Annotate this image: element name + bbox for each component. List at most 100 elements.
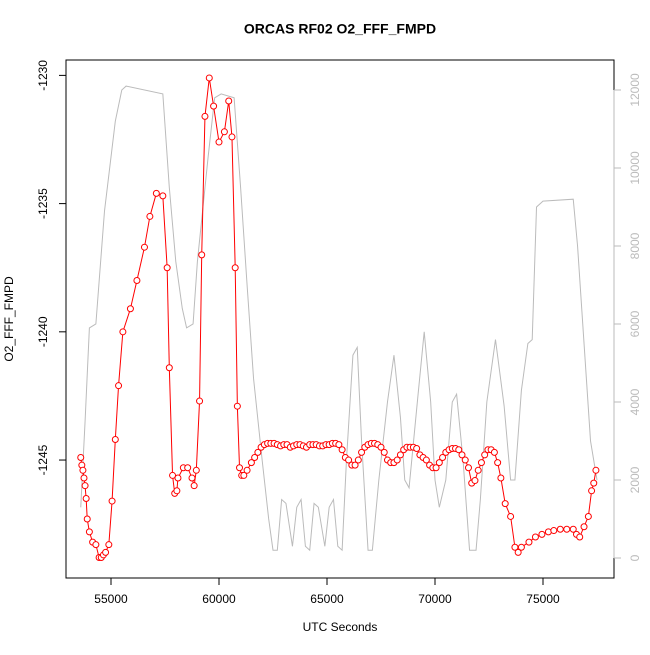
data-point (413, 445, 421, 452)
data-point (192, 466, 200, 474)
data-point (556, 525, 564, 533)
y2-tick-label: 4000 (628, 388, 642, 415)
data-point (422, 456, 430, 464)
data-point (254, 448, 262, 456)
data-point (111, 436, 119, 444)
data-point (531, 533, 539, 541)
y2-tick-label: 8000 (628, 232, 642, 259)
x-tick-label: 75000 (526, 592, 560, 606)
data-point (80, 474, 88, 482)
y-tick-label: -1230 (36, 60, 50, 91)
data-point (514, 548, 522, 556)
data-point (228, 133, 236, 141)
data-point (225, 97, 233, 105)
data-point (77, 453, 85, 461)
data-point (215, 138, 223, 146)
data-point (236, 464, 244, 472)
data-point (393, 456, 401, 464)
data-point (105, 541, 113, 549)
data-point (159, 192, 167, 200)
data-point (251, 453, 259, 461)
data-point (163, 264, 171, 272)
data-point (580, 523, 588, 531)
data-point (184, 464, 192, 472)
data-point (490, 448, 498, 456)
data-point (461, 456, 469, 464)
data-point (507, 512, 515, 520)
data-point (152, 189, 160, 197)
data-point (79, 466, 87, 474)
data-point (455, 446, 463, 454)
y-tick-label: -1235 (36, 188, 50, 219)
data-point (497, 474, 505, 482)
data-point (584, 512, 592, 520)
data-point (102, 548, 110, 556)
data-point (435, 459, 443, 467)
data-point (354, 456, 362, 464)
data-point (205, 74, 213, 82)
data-point (108, 497, 116, 505)
data-point (243, 466, 251, 474)
data-point (247, 459, 255, 467)
data-point (525, 538, 533, 546)
data-point (592, 466, 600, 474)
data-point (432, 464, 440, 472)
data-point (174, 474, 182, 482)
data-point (140, 243, 148, 251)
x-tick-label: 60000 (202, 592, 236, 606)
y-axis-label: O2_FFF_FMPD (2, 276, 16, 362)
y2-tick-label: 10000 (628, 151, 642, 185)
data-point (240, 471, 248, 479)
data-point (590, 479, 598, 487)
data-point (169, 471, 177, 479)
y-tick-label: -1240 (36, 316, 50, 347)
y2-tick-label: 0 (628, 554, 642, 561)
data-point (201, 112, 209, 120)
data-point (81, 482, 89, 490)
data-point (133, 277, 141, 285)
data-point (115, 382, 123, 390)
data-point (380, 448, 388, 456)
data-point (517, 543, 525, 551)
data-point (538, 530, 546, 538)
data-point (233, 402, 241, 410)
data-point (210, 102, 218, 110)
data-point (471, 477, 479, 485)
data-point (588, 487, 596, 495)
data-point (569, 525, 577, 533)
data-point (85, 528, 93, 536)
data-point (481, 451, 489, 459)
data-line (80, 85, 598, 552)
x-tick-label: 55000 (94, 592, 128, 606)
y2-tick-label: 12000 (628, 73, 642, 107)
data-point (338, 446, 346, 454)
x-axis-label: UTC Seconds (303, 620, 378, 634)
data-point (501, 500, 509, 508)
data-point (92, 541, 100, 549)
data-point (146, 212, 154, 220)
data-point (198, 251, 206, 259)
data-point (439, 453, 447, 461)
data-point (351, 461, 359, 469)
data-point (550, 527, 558, 535)
data-point (190, 482, 198, 490)
data-point (396, 451, 404, 459)
y2-tick-label: 2000 (628, 466, 642, 493)
data-point (358, 448, 366, 456)
data-point (576, 533, 584, 541)
data-point (173, 487, 181, 495)
data-point (126, 305, 134, 313)
data-point (82, 495, 90, 503)
data-point (477, 459, 485, 467)
data-point (196, 397, 204, 405)
data-point (494, 459, 502, 467)
data-point (464, 464, 472, 472)
data-point (345, 456, 353, 464)
data-point (188, 474, 196, 482)
data-point (220, 128, 228, 136)
x-tick-label: 70000 (418, 592, 452, 606)
y-tick-label: -1245 (36, 444, 50, 475)
data-point (83, 515, 91, 523)
data-point (377, 443, 385, 451)
